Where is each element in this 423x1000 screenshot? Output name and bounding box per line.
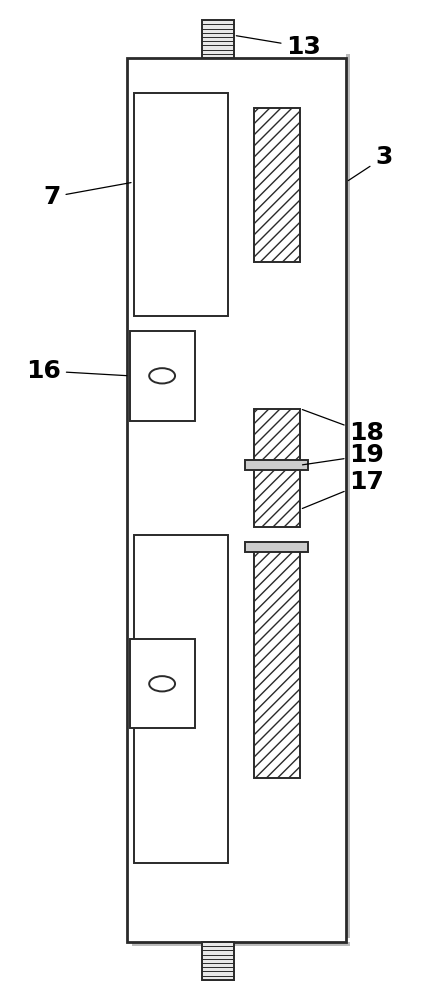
- Bar: [134, 535, 228, 863]
- Bar: [129, 639, 195, 728]
- Bar: [245, 460, 308, 470]
- Bar: [253, 108, 300, 262]
- Text: 17: 17: [302, 470, 385, 508]
- Text: 7: 7: [43, 183, 131, 209]
- Text: 16: 16: [26, 359, 127, 383]
- Bar: [202, 20, 233, 58]
- Bar: [132, 942, 350, 946]
- Bar: [129, 331, 195, 421]
- Bar: [134, 93, 228, 316]
- Text: 13: 13: [236, 35, 321, 59]
- Bar: [253, 550, 300, 778]
- Ellipse shape: [149, 368, 175, 383]
- Text: 19: 19: [302, 443, 385, 467]
- Bar: [346, 54, 350, 938]
- Bar: [253, 469, 300, 527]
- Text: 18: 18: [302, 410, 385, 445]
- Bar: [127, 58, 346, 942]
- Ellipse shape: [149, 676, 175, 691]
- Bar: [202, 942, 233, 980]
- Text: 3: 3: [348, 145, 393, 181]
- Bar: [245, 542, 308, 552]
- Bar: [253, 409, 300, 463]
